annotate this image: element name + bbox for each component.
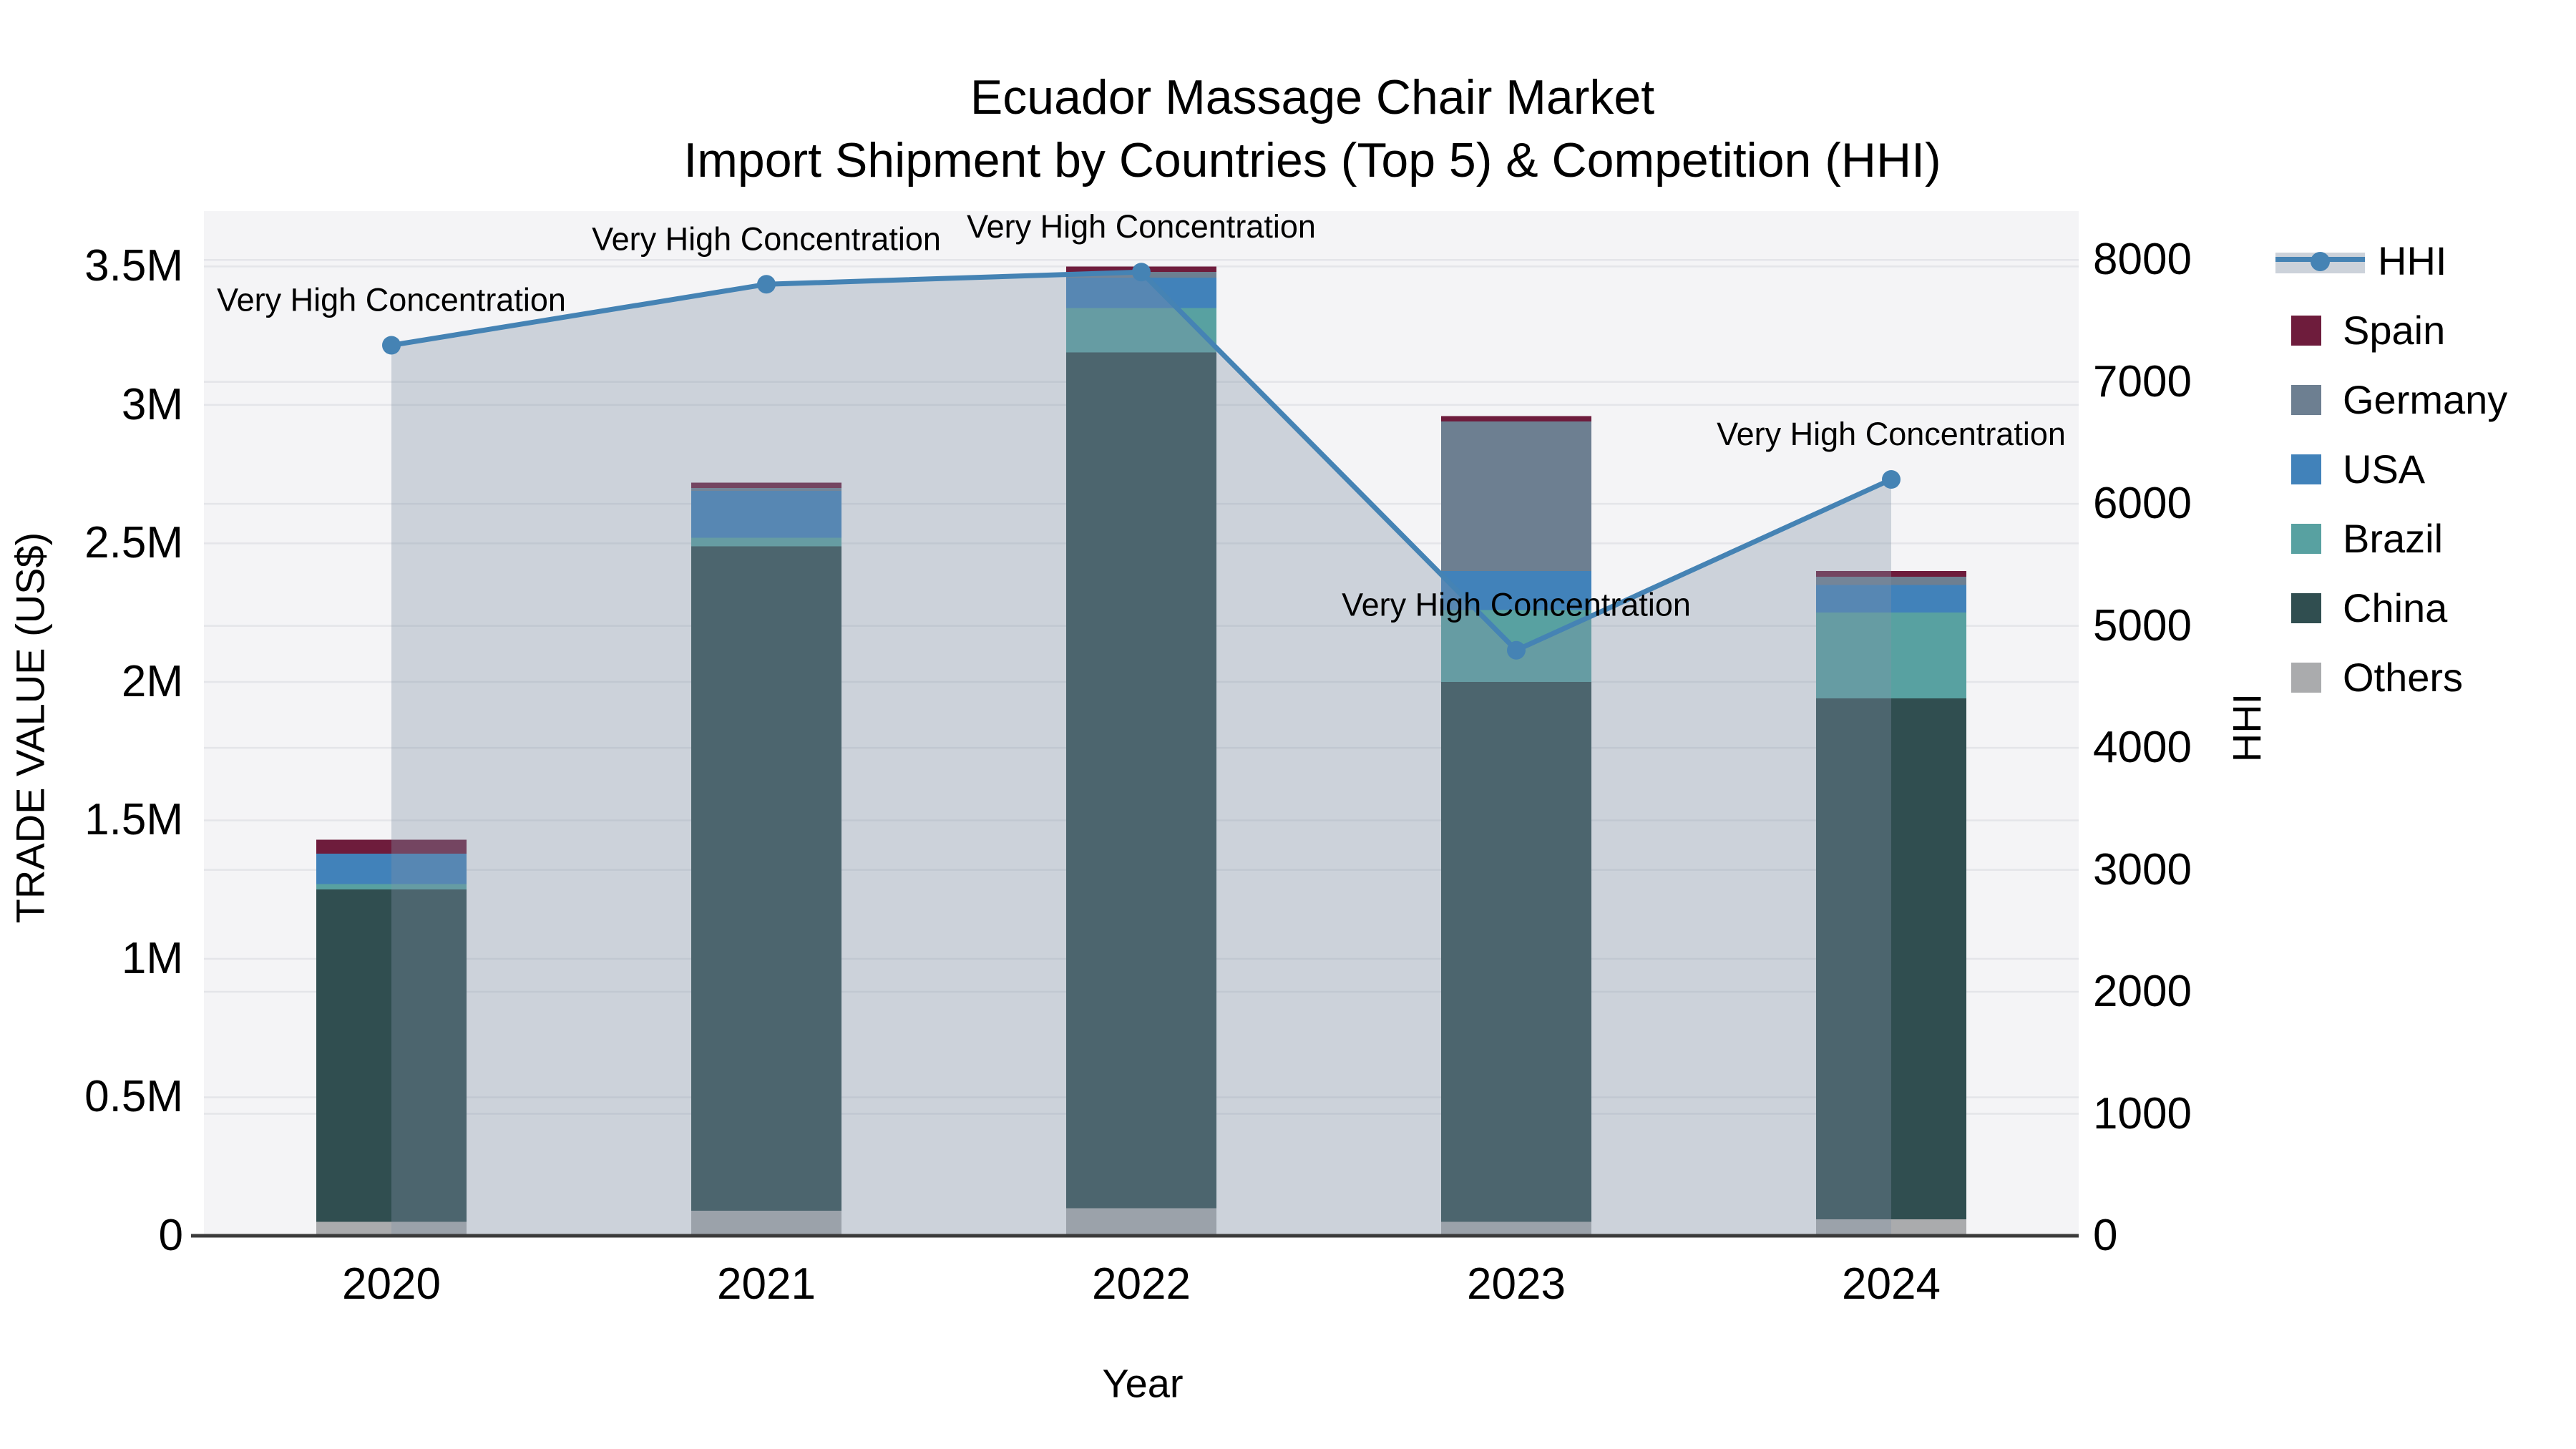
x-axis-title: Year — [1102, 1360, 1184, 1406]
spain-color-swatch — [2291, 315, 2321, 346]
x-axis-tick-label: 2023 — [1467, 1259, 1566, 1309]
x-axis-tick-label: 2020 — [342, 1259, 441, 1309]
legend-item-others[interactable]: Others — [2275, 643, 2507, 712]
y-axis-left-tick-label: 0 — [158, 1211, 183, 1260]
plot-area: Very High Concentration Very High Concent… — [191, 208, 2079, 1238]
annotation: Very High Concentration — [1342, 587, 1691, 623]
y-axis-left-tick-label: 2.5M — [84, 518, 183, 568]
y-axis-right-tick-label: 4000 — [2093, 723, 2192, 773]
y-axis-left-tick-labels: 0 0.5M 1M 1.5M 2M 2.5M 3M 3.5M — [0, 0, 183, 1449]
annotation: Very High Concentration — [592, 220, 941, 257]
legend-label-usa: USA — [2343, 447, 2426, 492]
y-axis-right-tick-label: 2000 — [2093, 967, 2192, 1017]
y-axis-left-tick-label: 1.5M — [84, 795, 183, 845]
legend-item-brazil[interactable]: Brazil — [2275, 504, 2507, 573]
legend-label-hhi: HHI — [2378, 238, 2447, 283]
legend-item-china[interactable]: China — [2275, 573, 2507, 643]
legend-item-usa[interactable]: USA — [2275, 434, 2507, 504]
y-axis-right-tick-label: 7000 — [2093, 356, 2192, 406]
chart-title-line1: Ecuador Massage Chair Market — [970, 70, 1655, 125]
legend-item-hhi[interactable]: HHI — [2275, 226, 2507, 296]
y-axis-right-tick-label: 6000 — [2093, 479, 2192, 529]
brazil-color-swatch — [2291, 523, 2321, 554]
y-axis-left-tick-label: 0.5M — [84, 1072, 183, 1122]
y-axis-right-tick-label: 8000 — [2093, 235, 2192, 285]
others-color-swatch — [2291, 662, 2321, 693]
y-axis-left-tick-label: 3M — [121, 379, 183, 429]
plot-svg: Very High Concentration Very High Concent… — [191, 208, 2079, 1238]
annotation: Very High Concentration — [967, 208, 1316, 245]
y-axis-right-tick-labels: 0 1000 2000 3000 4000 5000 6000 7000 8000 — [2093, 0, 2308, 1449]
y-axis-left-tick-label: 2M — [121, 656, 183, 706]
usa-color-swatch — [2291, 454, 2321, 484]
y-axis-left-title: TRADE VALUE (US$) — [7, 532, 53, 924]
legend-item-germany[interactable]: Germany — [2275, 365, 2507, 434]
legend-label-brazil: Brazil — [2343, 516, 2444, 561]
y-axis-right-title: HHI — [2224, 693, 2270, 763]
legend-label-germany: Germany — [2343, 377, 2508, 422]
annotation: Very High Concentration — [1717, 416, 2066, 452]
y-axis-right-tick-label: 3000 — [2093, 844, 2192, 894]
germany-color-swatch — [2291, 384, 2321, 415]
y-axis-left-tick-label: 1M — [121, 933, 183, 983]
annotation: Very High Concentration — [217, 282, 566, 318]
y-axis-right-tick-label: 1000 — [2093, 1088, 2192, 1138]
chart-title: Ecuador Massage Chair Market Import Ship… — [683, 66, 1941, 192]
y-axis-right-tick-label: 5000 — [2093, 600, 2192, 650]
chart-title-line2: Import Shipment by Countries (Top 5) & C… — [683, 133, 1941, 187]
y-axis-right-tick-label: 0 — [2093, 1211, 2118, 1260]
legend-item-spain[interactable]: Spain — [2275, 296, 2507, 365]
legend-label-china: China — [2343, 585, 2448, 630]
y-axis-left-tick-label: 3.5M — [84, 241, 183, 291]
legend-label-spain: Spain — [2343, 308, 2446, 353]
hhi-line-symbol — [2275, 246, 2365, 276]
x-axis-tick-label: 2021 — [717, 1259, 816, 1309]
china-color-swatch — [2291, 592, 2321, 623]
x-axis-tick-label: 2022 — [1092, 1259, 1191, 1309]
legend-label-others: Others — [2343, 655, 2464, 700]
x-axis-tick-label: 2024 — [1842, 1259, 1941, 1309]
legend: HHI Spain Germany USA Brazil China Other… — [2275, 226, 2507, 712]
hhi-marker-dot — [2311, 251, 2330, 271]
